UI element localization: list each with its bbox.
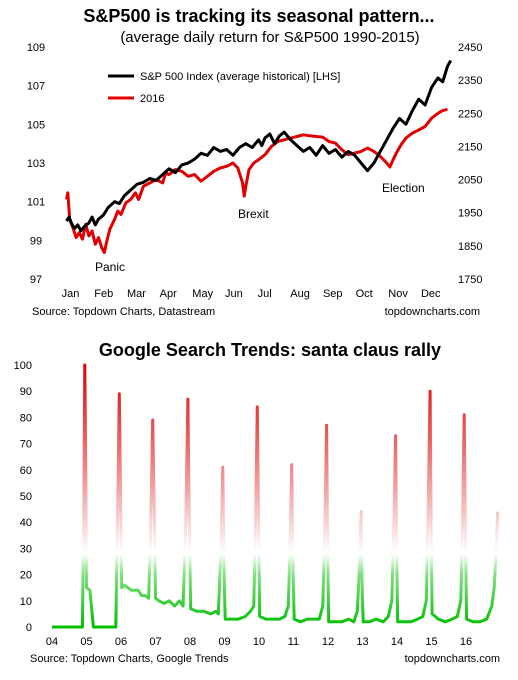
x-tick-label: 15 (425, 636, 437, 648)
y-tick-label: 99 (30, 235, 42, 247)
plot-area (65, 59, 453, 254)
x-tick-label: 10 (253, 636, 265, 648)
x-tick-label: Oct (356, 288, 373, 300)
x-tick-label: 04 (46, 636, 58, 648)
y-tick-label: 10 (20, 596, 32, 608)
x-tick-label: Aug (290, 288, 310, 300)
search-trend-line (52, 363, 500, 629)
y-tick-label: 101 (27, 197, 45, 209)
left-y-axis: 97 99 101 103 105 107 109 (27, 42, 45, 286)
x-tick-label: Jun (225, 288, 243, 300)
y-tick-label: 109 (27, 42, 45, 54)
chart-title: S&P500 is tracking its seasonal pattern.… (83, 6, 434, 26)
x-tick-label: Jul (258, 288, 272, 300)
x-tick-label: 11 (288, 636, 299, 648)
x-tick-label: Jan (62, 288, 80, 300)
x-tick-label: Dec (421, 288, 441, 300)
y-tick-label: 103 (27, 158, 45, 170)
x-tick-label: 16 (460, 636, 472, 648)
y-right-tick-label: 2250 (458, 108, 482, 120)
x-tick-label: Apr (160, 288, 177, 300)
y-right-tick-label: 1950 (458, 208, 482, 220)
y-right-tick-label: 2150 (458, 141, 482, 153)
y-tick-label: 80 (20, 412, 32, 424)
y-right-tick-label: 2050 (458, 175, 482, 187)
source-left: Source: Topdown Charts, Google Trends (30, 653, 229, 665)
x-tick-label: 05 (80, 636, 92, 648)
y-tick-label: 20 (20, 570, 32, 582)
y-tick-label: 60 (20, 465, 32, 477)
x-axis: Jan Feb Mar Apr May Jun Jul Aug Sep Oct Nov Dec (62, 288, 441, 300)
y-tick-label: 105 (27, 119, 45, 131)
y-right-tick-label: 2450 (458, 42, 482, 54)
y-right-tick-label: 2350 (458, 75, 482, 87)
source-right: topdowncharts.com (385, 306, 480, 318)
x-tick-label: 13 (356, 636, 368, 648)
y-tick-label: 30 (20, 543, 32, 555)
y-right-tick-label: 1850 (458, 241, 482, 253)
legend-label-sp500: S&P 500 Index (average historical) [LHS] (140, 71, 340, 83)
x-tick-label: 09 (218, 636, 230, 648)
chart-title: Google Search Trends: santa claus rally (99, 340, 441, 360)
x-tick-label: Feb (94, 288, 113, 300)
y-tick-label: 100 (14, 360, 32, 372)
x-tick-label: 14 (391, 636, 403, 648)
source-right: topdowncharts.com (405, 653, 500, 665)
y-tick-label: 97 (30, 274, 42, 286)
legend-label-2016: 2016 (140, 93, 164, 105)
annotation-election: Election (382, 181, 425, 195)
y-axis: 0 10 20 30 40 50 60 70 80 90 100 (14, 360, 32, 634)
legend: S&P 500 Index (average historical) [LHS]… (108, 71, 340, 105)
series-sp500-line (65, 59, 453, 233)
series-2016-line (65, 107, 448, 254)
x-tick-label: Mar (127, 288, 146, 300)
annotation-panic: Panic (95, 260, 125, 274)
y-tick-label: 50 (20, 491, 32, 503)
annotation-brexit: Brexit (238, 207, 269, 221)
plot-area (52, 363, 500, 629)
chart-subtitle: (average daily return for S&P500 1990-20… (120, 29, 419, 46)
y-tick-label: 40 (20, 517, 32, 529)
x-tick-label: May (192, 288, 213, 300)
x-tick-label: 12 (322, 636, 334, 648)
y-right-tick-label: 1750 (458, 274, 482, 286)
x-tick-label: 07 (149, 636, 161, 648)
x-tick-label: 06 (115, 636, 127, 648)
x-tick-label: Nov (388, 288, 408, 300)
sp500-seasonal-chart: S&P500 is tracking its seasonal pattern.… (27, 6, 483, 318)
y-tick-label: 0 (26, 622, 32, 634)
y-tick-label: 70 (20, 439, 32, 451)
x-tick-label: 08 (184, 636, 196, 648)
right-y-axis: 1750 1850 1950 2050 2150 2250 2350 2450 (458, 42, 482, 286)
x-tick-label: Sep (323, 288, 343, 300)
source-left: Source: Topdown Charts, Datastream (32, 306, 215, 318)
x-axis: 04 05 06 07 08 09 10 11 12 13 14 15 16 (46, 636, 472, 648)
y-tick-label: 90 (20, 386, 32, 398)
y-tick-label: 107 (27, 81, 45, 93)
google-trends-chart: Google Search Trends: santa claus rally … (14, 340, 500, 665)
